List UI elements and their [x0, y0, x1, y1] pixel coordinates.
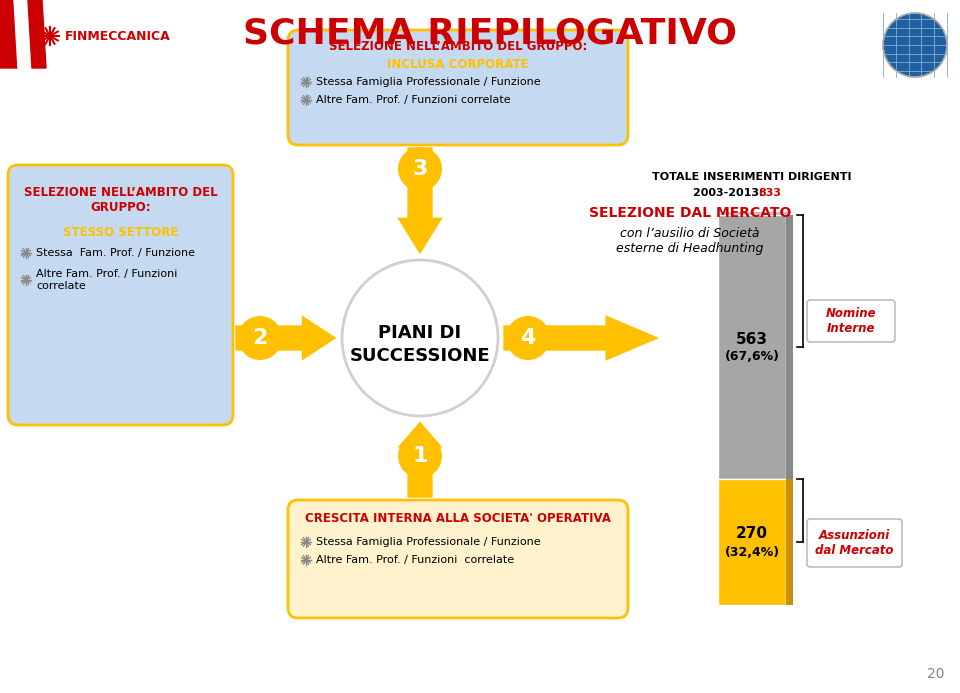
Bar	[786, 479, 793, 605]
Circle shape	[506, 316, 550, 360]
Text: 833: 833	[758, 188, 781, 198]
FancyArrow shape	[235, 315, 337, 362]
Text: Stessa Famiglia Professionale / Funzione: Stessa Famiglia Professionale / Funzione	[316, 537, 540, 547]
Text: CRESCITA INTERNA ALLA SOCIETA' OPERATIVA: CRESCITA INTERNA ALLA SOCIETA' OPERATIVA	[305, 511, 611, 525]
FancyBboxPatch shape	[807, 300, 895, 342]
Text: FINMECCANICA: FINMECCANICA	[65, 30, 171, 42]
FancyBboxPatch shape	[807, 519, 902, 567]
Text: SELEZIONE DAL MERCATO: SELEZIONE DAL MERCATO	[588, 206, 791, 220]
Bar	[718, 479, 786, 605]
Text: SELEZIONE NELL’AMBITO DEL GRUPPO:: SELEZIONE NELL’AMBITO DEL GRUPPO:	[329, 40, 588, 53]
Text: 563: 563	[736, 331, 768, 346]
Text: con l’ausilio di Società
esterne di Headhunting: con l’ausilio di Società esterne di Head…	[616, 227, 764, 255]
Text: Altre Fam. Prof. / Funzioni correlate: Altre Fam. Prof. / Funzioni correlate	[316, 95, 511, 105]
FancyArrow shape	[503, 315, 660, 362]
Text: 2003-2013:: 2003-2013:	[693, 188, 767, 198]
Text: Stessa  Fam. Prof. / Funzione: Stessa Fam. Prof. / Funzione	[36, 248, 195, 258]
Circle shape	[342, 260, 498, 416]
Text: INCLUSA CORPORATE: INCLUSA CORPORATE	[387, 58, 529, 71]
Text: 4: 4	[520, 328, 536, 348]
Text: Altre Fam. Prof. / Funzioni
correlate: Altre Fam. Prof. / Funzioni correlate	[36, 269, 178, 291]
Circle shape	[398, 434, 442, 478]
Text: (32,4%): (32,4%)	[725, 545, 780, 559]
FancyArrow shape	[396, 147, 444, 255]
Text: SELEZIONE NELL’AMBITO DEL
GRUPPO:: SELEZIONE NELL’AMBITO DEL GRUPPO:	[24, 186, 217, 214]
Text: TOTALE INSERIMENTI DIRIGENTI: TOTALE INSERIMENTI DIRIGENTI	[652, 172, 852, 182]
Text: (67,6%): (67,6%)	[725, 351, 780, 364]
Text: STESSO SETTORE: STESSO SETTORE	[62, 227, 179, 240]
Text: 1: 1	[412, 446, 428, 466]
Text: PIANI DI: PIANI DI	[378, 324, 462, 342]
Circle shape	[238, 316, 282, 360]
Text: SUCCESSIONE: SUCCESSIONE	[349, 347, 491, 365]
FancyArrow shape	[396, 421, 444, 498]
Polygon shape	[718, 212, 793, 215]
Text: 270: 270	[736, 527, 768, 541]
FancyBboxPatch shape	[8, 165, 233, 425]
Polygon shape	[28, 0, 46, 68]
Text: 3: 3	[412, 159, 428, 179]
Bar	[786, 215, 793, 479]
Text: Nomine
Interne: Nomine Interne	[826, 307, 876, 335]
Circle shape	[883, 13, 947, 77]
Polygon shape	[0, 0, 18, 68]
Bar	[718, 215, 786, 479]
Text: 20: 20	[927, 667, 945, 681]
Text: SCHEMA RIEPILOGATIVO: SCHEMA RIEPILOGATIVO	[243, 16, 737, 50]
Text: Assunzioni
dal Mercato: Assunzioni dal Mercato	[815, 529, 893, 557]
Circle shape	[398, 147, 442, 191]
FancyBboxPatch shape	[288, 500, 628, 618]
Polygon shape	[14, 0, 32, 68]
FancyBboxPatch shape	[288, 30, 628, 145]
Bar	[0, 0, 210, 68]
Text: 2: 2	[252, 328, 268, 348]
Text: Stessa Famiglia Professionale / Funzione: Stessa Famiglia Professionale / Funzione	[316, 77, 540, 87]
Text: Altre Fam. Prof. / Funzioni  correlate: Altre Fam. Prof. / Funzioni correlate	[316, 555, 515, 565]
